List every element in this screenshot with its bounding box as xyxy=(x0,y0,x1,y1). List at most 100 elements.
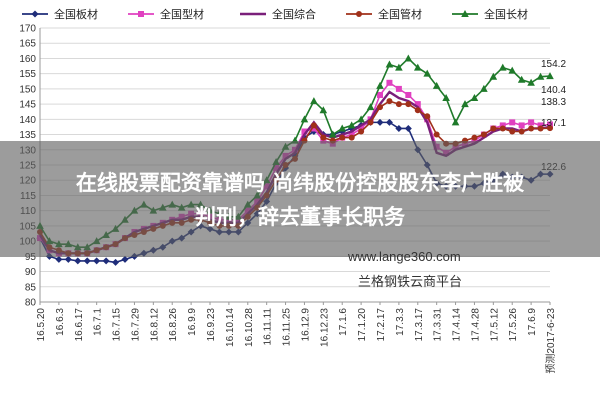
x-tick-label: 17.3.31 xyxy=(433,308,444,342)
y-tick-label: 170 xyxy=(19,24,36,35)
legend-item: 全国板材 xyxy=(22,7,98,21)
data-point xyxy=(310,97,318,105)
legend-marker xyxy=(461,10,469,17)
data-point xyxy=(471,137,478,144)
data-point xyxy=(414,107,421,114)
data-point xyxy=(509,119,516,126)
data-point xyxy=(357,115,365,123)
data-point xyxy=(404,124,412,132)
x-tick-label: 16.7.15 xyxy=(112,308,123,342)
data-point xyxy=(348,134,355,141)
x-tick-label: 16.6.3 xyxy=(55,308,66,336)
data-point xyxy=(366,103,375,111)
data-point xyxy=(480,84,488,92)
news-banner xyxy=(0,141,600,257)
watermark-platform: 兰格钢铁云商平台 xyxy=(358,275,463,290)
data-point xyxy=(424,113,431,120)
legend-label: 全国板材 xyxy=(54,7,98,21)
data-point xyxy=(413,63,422,71)
x-tick-label: 16.12.9 xyxy=(300,308,311,342)
data-point xyxy=(490,125,497,132)
data-point xyxy=(348,131,355,138)
data-point xyxy=(301,128,308,135)
data-point xyxy=(121,255,129,263)
data-point xyxy=(424,116,431,123)
end-value-label: 154.2 xyxy=(541,59,566,70)
legend-item: 全国综合 xyxy=(240,7,316,21)
x-tick-label: 17.3.17 xyxy=(414,308,425,342)
legend-item: 全国管材 xyxy=(346,7,422,21)
x-tick-label: 17.5.26 xyxy=(508,308,519,342)
data-point xyxy=(300,115,309,123)
x-tick-label: 16.10.14 xyxy=(225,308,236,347)
data-point xyxy=(395,101,402,108)
data-point xyxy=(83,257,91,265)
data-point xyxy=(377,104,383,111)
watermark-url: www.lange360.com xyxy=(348,249,461,264)
end-value-label: 140.4 xyxy=(541,85,566,96)
data-point xyxy=(338,124,347,132)
legend-label: 全国长材 xyxy=(484,7,528,21)
data-point xyxy=(405,91,412,98)
data-point xyxy=(74,257,82,265)
data-point xyxy=(489,72,498,80)
data-point xyxy=(536,72,545,80)
data-point xyxy=(498,63,507,71)
x-tick-label: 16.8.12 xyxy=(149,308,160,342)
data-point xyxy=(517,75,526,83)
y-tick-label: 160 xyxy=(19,54,36,65)
y-tick-label: 155 xyxy=(19,69,36,80)
data-point xyxy=(451,118,460,126)
x-tick-label: 16.7.29 xyxy=(130,308,141,342)
data-point xyxy=(414,101,421,108)
data-point xyxy=(509,128,516,135)
x-tick-label: 17.5.12 xyxy=(489,308,500,342)
data-point xyxy=(55,255,63,263)
data-point xyxy=(461,100,469,108)
data-point xyxy=(433,131,440,138)
x-tick-label: 17.6.9 xyxy=(527,308,538,336)
data-point xyxy=(546,72,554,80)
legend-label: 全国管材 xyxy=(378,7,422,21)
data-point xyxy=(442,94,450,102)
news-headline[interactable]: 在线股票配资靠谱吗 尚纬股份控股股东李广胜被 判刑，辞去董事长职务 xyxy=(0,166,600,234)
x-tick-label: 16.5.20 xyxy=(36,308,47,342)
data-point xyxy=(347,121,356,129)
data-point xyxy=(310,122,317,129)
data-point xyxy=(64,255,72,263)
data-point xyxy=(471,134,478,141)
legend-marker xyxy=(138,11,144,17)
x-tick-label: 17.2.17 xyxy=(376,308,387,342)
data-point xyxy=(528,125,535,132)
x-tick-label: 16.10.28 xyxy=(244,308,255,347)
y-tick-label: 140 xyxy=(19,115,36,126)
y-tick-label: 165 xyxy=(19,39,36,50)
legend-label: 全国型材 xyxy=(160,7,204,21)
legend-item: 全国型材 xyxy=(128,7,204,21)
y-tick-label: 90 xyxy=(25,267,37,278)
data-point xyxy=(528,119,535,126)
data-point xyxy=(499,125,506,132)
data-point xyxy=(405,101,412,108)
data-point xyxy=(404,54,413,62)
x-tick-label: 16.9.9 xyxy=(187,308,198,336)
end-value-label: 137.1 xyxy=(541,118,566,129)
x-axis-ticks: 16.5.20 16.6.3 16.6.17 16.7.1 16.7.15 16.7.29… xyxy=(36,302,557,374)
x-tick-label: 16.7.1 xyxy=(93,308,104,336)
y-tick-label: 145 xyxy=(19,100,36,111)
x-tick-label: 16.9.23 xyxy=(206,308,217,342)
data-point xyxy=(319,106,328,114)
data-point xyxy=(395,124,403,132)
legend-label: 全国综合 xyxy=(272,7,316,21)
news-headline-line-2: 判刑，辞去董事长职务 xyxy=(195,205,405,229)
data-point xyxy=(310,125,317,132)
data-point xyxy=(102,257,110,265)
data-point xyxy=(320,134,327,141)
y-tick-label: 85 xyxy=(25,282,37,293)
x-tick-label: 16.6.17 xyxy=(74,308,85,342)
data-point xyxy=(518,122,525,129)
data-point xyxy=(320,137,327,144)
legend-item: 全国长材 xyxy=(452,7,528,21)
data-point xyxy=(112,258,120,266)
data-point xyxy=(386,98,393,105)
